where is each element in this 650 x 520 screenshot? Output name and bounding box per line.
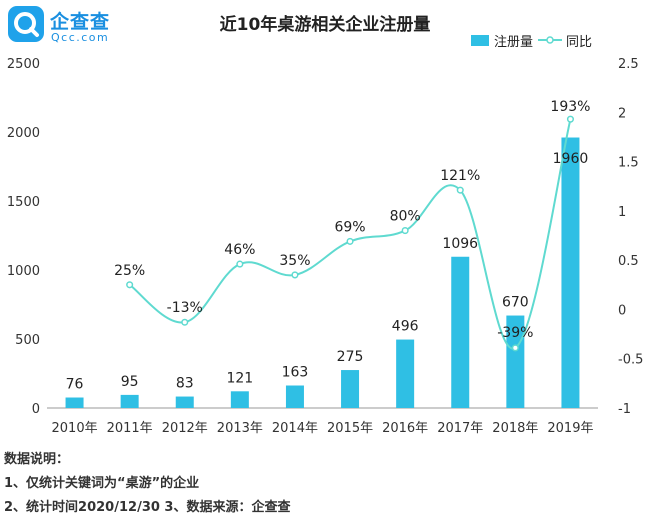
bar-value-label: 1096 [442, 236, 478, 252]
yoy-value-label: 25% [114, 263, 145, 279]
notes-heading: 数据说明： [4, 452, 70, 467]
y-right-tick-label: 1.5 [618, 156, 639, 171]
x-tick-label: 2016年 [382, 421, 428, 436]
yoy-value-label: 35% [279, 253, 310, 269]
bar-value-label: 1960 [553, 151, 589, 167]
y-left-tick-label: 1500 [7, 195, 40, 210]
yoy-value-label: 46% [224, 242, 255, 258]
x-tick-label: 2014年 [272, 421, 318, 436]
bar [65, 397, 84, 408]
bar-value-label: 121 [226, 370, 253, 386]
x-tick-label: 2019年 [547, 421, 593, 436]
x-tick-label: 2010年 [52, 421, 98, 436]
bar-value-label: 275 [337, 349, 364, 365]
bar [175, 396, 194, 408]
x-tick-label: 2012年 [162, 421, 208, 436]
y-left-tick-label: 2000 [7, 126, 40, 141]
y-right-tick-label: 0 [618, 303, 626, 318]
x-tick-label: 2018年 [492, 421, 538, 436]
bar [396, 339, 415, 408]
y-left-tick-label: 0 [32, 402, 40, 417]
y-right-tick-label: -0.5 [618, 353, 643, 368]
yoy-value-label: -13% [167, 300, 203, 316]
chart-title: 近10年桌游相关企业注册量 [219, 15, 431, 35]
y-left-tick-label: 1000 [7, 264, 40, 279]
data-notes: 数据说明： 1、仅统计关键词为“桌游”的企业 2、统计时间2020/12/30 … [4, 448, 290, 520]
legend-bar-swatch [471, 35, 489, 46]
x-tick-label: 2011年 [107, 421, 153, 436]
yoy-point [456, 186, 464, 194]
logo: 企查查 Qcc.com [8, 6, 128, 46]
logo-mark-icon [8, 6, 44, 42]
logo-name-en: Qcc.com [51, 31, 110, 44]
yoy-point [401, 227, 409, 235]
yoy-value-label: -39% [497, 325, 533, 341]
x-tick-label: 2017年 [437, 421, 483, 436]
bar [341, 370, 360, 408]
notes-line-2: 2、统计时间2020/12/30 3、数据来源：企查查 [4, 500, 291, 515]
y-left-tick-label: 500 [15, 333, 40, 348]
bar [561, 137, 580, 408]
bar [451, 256, 470, 408]
yoy-point [291, 271, 299, 279]
y-right-tick-label: -1 [618, 402, 631, 417]
bar-value-label: 496 [392, 319, 419, 335]
x-tick-label: 2013年 [217, 421, 263, 436]
logo-name-cn: 企查查 [50, 11, 111, 33]
yoy-point [346, 237, 354, 245]
legend-bar-label: 注册量 [494, 35, 533, 50]
yoy-value-label: 69% [334, 219, 365, 235]
bar-value-label: 163 [282, 365, 309, 381]
bar [230, 391, 249, 408]
bar-value-label: 670 [502, 295, 529, 311]
y-right-tick-label: 2.5 [618, 57, 639, 72]
y-right-tick-label: 2 [618, 106, 626, 121]
legend-line-marker [546, 36, 554, 44]
bar-value-label: 95 [121, 374, 139, 390]
yoy-point [181, 318, 189, 326]
yoy-point [566, 115, 575, 123]
chart: 0 500 1000 1500 2000 2500 -1 -0.5 0 0.5 1 1.5 2 2.5 20… [7, 35, 643, 436]
yoy-value-label: 80% [390, 209, 421, 225]
yoy-value-label: 193% [550, 99, 590, 115]
bar [285, 385, 304, 408]
bar [120, 394, 139, 408]
bar [506, 315, 525, 408]
yoy-point [511, 344, 519, 352]
y-right-tick-label: 0.5 [618, 254, 639, 269]
legend-line-label: 同比 [566, 35, 592, 50]
yoy-point [236, 260, 244, 268]
y-right-tick-label: 1 [618, 205, 626, 220]
notes-line-1: 1、仅统计关键词为“桌游”的企业 [4, 476, 200, 491]
yoy-value-label: 121% [440, 168, 480, 184]
y-left-tick-label: 2500 [7, 57, 40, 72]
bar-value-label: 83 [176, 376, 194, 392]
yoy-point [126, 281, 134, 289]
bar-value-label: 76 [66, 377, 84, 393]
x-tick-label: 2015年 [327, 421, 373, 436]
